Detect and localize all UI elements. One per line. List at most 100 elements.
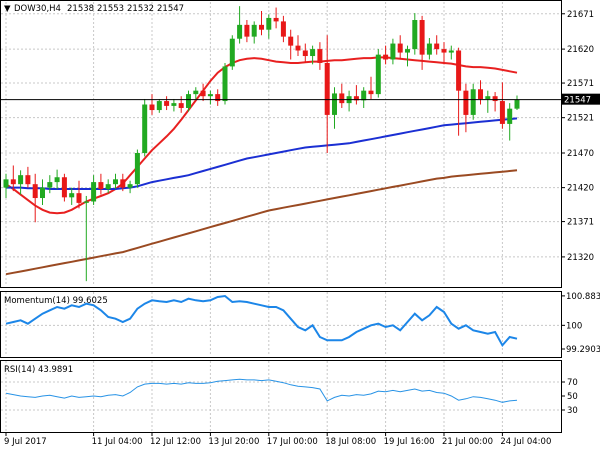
candle-body <box>76 193 82 203</box>
candle-body <box>368 90 374 95</box>
rsi-series <box>5 378 518 403</box>
momentum-tick-label: 100.8834 <box>566 292 600 302</box>
rsi-grid <box>1 381 561 411</box>
candle-body <box>383 54 389 60</box>
dropdown-triangle-icon[interactable]: ▼ <box>4 4 11 14</box>
price-axis: 21671 21620 21571 21521 21470 21420 21371 21320 <box>561 10 594 263</box>
candle-body <box>273 17 279 22</box>
candle-body <box>332 93 337 115</box>
candle-body <box>295 45 301 51</box>
candle-body <box>83 201 89 203</box>
candle-body <box>251 24 257 37</box>
ohlc-low: 21532 <box>127 4 154 14</box>
candle-body <box>434 43 440 50</box>
ohlc-high: 21553 <box>97 4 124 14</box>
candle-body <box>69 193 75 198</box>
momentum-tick-label: 99.2903 <box>566 345 600 355</box>
candle-body <box>463 90 469 115</box>
candle-body <box>353 96 359 101</box>
candle-body <box>397 43 403 53</box>
rsi-line <box>5 378 518 403</box>
candle-body <box>200 90 206 97</box>
candle-body <box>229 38 235 67</box>
candle-body <box>470 89 476 115</box>
candle-body <box>412 20 418 50</box>
moving-average-line <box>5 169 518 276</box>
candle-body <box>149 104 155 111</box>
momentum-panel-frame <box>0 291 562 358</box>
candle-body <box>288 36 294 46</box>
price-tick-label: 21470 <box>567 149 594 159</box>
candle-body <box>142 104 148 154</box>
candle-body <box>171 103 177 106</box>
candle-body <box>222 66 228 102</box>
price-tick-label: 21671 <box>567 10 594 20</box>
candle-body <box>280 21 286 37</box>
rsi-title: RSI(14) 43.9891 <box>4 365 73 375</box>
candle-body <box>113 179 118 185</box>
time-tick-label: 13 Jul 20:00 <box>208 437 259 447</box>
candle-body <box>456 50 462 91</box>
candle-body <box>193 90 199 95</box>
price-tick-label: 21371 <box>567 218 594 228</box>
candle-body <box>54 177 60 183</box>
candle-body <box>215 94 221 102</box>
time-tick-label: 21 Jul 00:00 <box>442 437 493 447</box>
moving-averages <box>5 56 518 276</box>
candle-body <box>134 153 140 185</box>
candle-body <box>244 24 250 37</box>
candle-body <box>361 90 367 101</box>
candle-body <box>237 24 243 39</box>
candle-body <box>105 184 111 190</box>
price-tick-label: 21620 <box>567 45 594 55</box>
candle-body <box>178 103 184 108</box>
candle-body <box>91 182 97 202</box>
rsi-tick-label: 50 <box>567 392 578 402</box>
symbol-title: DOW30,H4 <box>14 4 61 14</box>
price-tick-label: 21420 <box>567 184 594 194</box>
candle-body <box>448 50 454 53</box>
momentum-tick-label: 100 <box>566 321 582 331</box>
candle-body <box>499 101 505 124</box>
candle-body <box>47 182 53 188</box>
price-tick-label: 21571 <box>567 79 594 89</box>
candle-body <box>426 43 432 55</box>
candle-body <box>324 62 330 115</box>
time-axis: 9 Jul 2017 11 Jul 04:00 12 Jul 12:00 13 Jul… <box>4 432 551 447</box>
momentum-axis: 100.8834 100 99.2903 <box>561 292 600 355</box>
candle-body <box>120 179 126 188</box>
candle-body <box>98 182 104 190</box>
time-tick-label: 24 Jul 04:00 <box>500 437 551 447</box>
candle-body <box>156 101 162 111</box>
price-grid <box>1 2 561 431</box>
candle-body <box>3 179 9 188</box>
candle-body <box>266 17 272 30</box>
ohlc-close: 21547 <box>157 4 184 14</box>
candle-body <box>492 96 498 102</box>
candle-body <box>186 94 191 108</box>
candle-body <box>32 184 38 199</box>
candle-body <box>339 93 345 104</box>
candle-body <box>405 49 410 53</box>
momentum-title: Momentum(14) 99.6025 <box>4 296 108 306</box>
candle-body <box>514 99 520 109</box>
time-tick-label: 11 Jul 04:00 <box>92 437 143 447</box>
price-tick-label: 21521 <box>567 114 594 124</box>
price-tick-label: 21320 <box>567 253 594 263</box>
candle-body <box>302 50 308 57</box>
time-tick-label: 17 Jul 00:00 <box>267 437 318 447</box>
time-tick-label: 9 Jul 2017 <box>4 437 47 447</box>
ohlc-open: 21538 <box>67 4 94 14</box>
rsi-tick-label: 30 <box>567 406 578 416</box>
candle-body <box>441 49 447 53</box>
candle-body <box>310 49 316 57</box>
current-price-label: 21547 <box>564 96 591 106</box>
candle-body <box>207 94 213 97</box>
candle-body <box>18 175 24 185</box>
candle-body <box>40 187 45 199</box>
candle-body <box>25 175 31 185</box>
candle-body <box>507 108 513 124</box>
time-tick-label: 19 Jul 16:00 <box>384 437 435 447</box>
